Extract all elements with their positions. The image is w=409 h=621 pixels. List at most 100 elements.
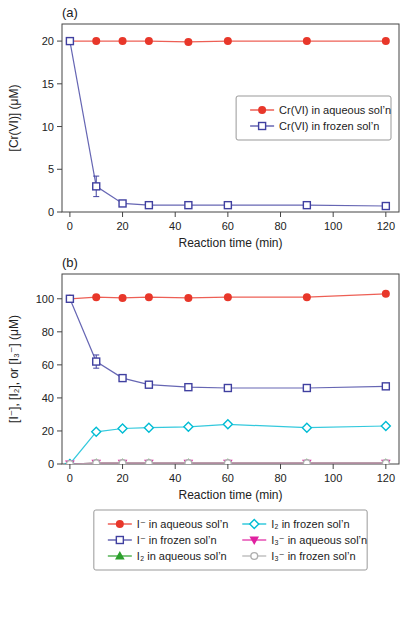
data-point: [119, 460, 126, 464]
panel-label: (b): [62, 255, 78, 270]
x-tick: [280, 212, 281, 217]
x-tick: [122, 212, 123, 217]
legend-box: [94, 510, 367, 570]
y-tick: [57, 169, 62, 170]
plot-frame: [62, 24, 399, 212]
y-tick: [57, 331, 62, 332]
plot-data: [66, 37, 390, 209]
legend-marker: [251, 553, 258, 560]
data-point: [145, 202, 152, 209]
x-tick-label: 20: [116, 472, 128, 484]
data-point: [184, 38, 192, 46]
legend-marker: [258, 106, 266, 114]
x-tick: [69, 212, 70, 217]
y-tick-label: 80: [42, 326, 54, 338]
data-point: [224, 293, 232, 301]
data-point: [223, 458, 233, 464]
data-point: [302, 423, 311, 432]
legend-marker: [259, 123, 266, 130]
plot-frame: [62, 274, 399, 464]
data-point: [184, 460, 194, 464]
y-axis-label: [I⁻], [I₂], or [I₃⁻] (μM): [7, 315, 21, 423]
data-point: [381, 458, 391, 464]
y-tick-label: 20: [42, 425, 54, 437]
x-tick-label: 40: [169, 472, 181, 484]
legend-label: I⁻ in frozen sol’n: [137, 534, 217, 546]
legend-label: I⁻ in aqueous sol’n: [137, 518, 228, 530]
data-point: [144, 423, 153, 432]
data-point: [119, 200, 126, 207]
legend-label: Cr(VI) in frozen sol’n: [279, 120, 379, 132]
x-tick-label: 0: [67, 220, 73, 232]
y-tick-label: 60: [42, 359, 54, 371]
x-tick-label: 100: [324, 472, 342, 484]
data-point: [92, 427, 101, 436]
data-point: [66, 295, 74, 303]
y-tick: [57, 364, 62, 365]
legend-marker: [116, 537, 123, 544]
series-line: [70, 41, 386, 206]
data-point: [118, 458, 128, 464]
y-tick-label: 0: [48, 458, 54, 470]
data-point: [303, 202, 310, 209]
data-point: [185, 384, 192, 391]
data-point: [93, 358, 100, 365]
data-point: [91, 460, 101, 464]
error-bar: [93, 355, 99, 368]
x-tick: [333, 464, 334, 469]
data-point: [303, 37, 311, 45]
data-point: [184, 294, 192, 302]
x-tick: [175, 464, 176, 469]
data-point: [184, 422, 193, 431]
data-point: [145, 293, 153, 301]
x-tick-label: 60: [222, 220, 234, 232]
x-tick-label: 120: [377, 472, 395, 484]
legend-item: I₂ in aqueous sol’n: [108, 550, 227, 562]
data-point: [93, 183, 100, 190]
data-point: [91, 458, 101, 464]
x-tick-label: 20: [116, 220, 128, 232]
panel: 02040608010012005101520Reaction time (mi…: [7, 5, 399, 250]
legend-label: I₂ in aqueous sol’n: [137, 550, 227, 562]
y-tick: [57, 212, 62, 213]
data-point: [303, 293, 311, 301]
data-point: [92, 37, 100, 45]
data-point: [65, 460, 74, 465]
data-point: [145, 381, 152, 388]
panel: 020406080100120020406080100Reaction time…: [7, 255, 399, 570]
data-point: [92, 293, 100, 301]
legend-box: [236, 96, 391, 140]
x-tick: [175, 212, 176, 217]
data-point: [93, 460, 100, 464]
legend-item: I₂ in frozen sol’n: [242, 518, 349, 530]
data-point: [224, 385, 231, 392]
x-tick-label: 120: [377, 220, 395, 232]
legend: I⁻ in aqueous sol’n I⁻ in frozen sol’n I₂ …: [94, 510, 367, 570]
data-point: [303, 460, 310, 464]
y-tick-label: 15: [42, 78, 54, 90]
legend-item: Cr(VI) in aqueous sol’n: [250, 104, 391, 116]
y-tick: [57, 464, 62, 465]
data-point: [184, 458, 194, 464]
figure: 02040608010012005101520Reaction time (mi…: [0, 0, 409, 621]
legend-label: Cr(VI) in aqueous sol’n: [279, 104, 391, 116]
data-point: [66, 295, 73, 302]
data-point: [224, 37, 232, 45]
data-point: [382, 203, 389, 210]
data-point: [302, 458, 312, 464]
x-tick-label: 60: [222, 472, 234, 484]
x-tick: [122, 464, 123, 469]
plot-data: [65, 290, 391, 464]
x-tick-label: 0: [67, 472, 73, 484]
y-tick: [57, 83, 62, 84]
data-point: [185, 460, 192, 464]
series-line: [70, 299, 386, 388]
data-point: [144, 458, 154, 464]
data-point: [66, 461, 73, 464]
y-tick: [57, 41, 62, 42]
data-point: [224, 202, 231, 209]
y-tick: [57, 397, 62, 398]
data-point: [223, 420, 232, 429]
x-tick: [227, 464, 228, 469]
data-point: [382, 460, 389, 464]
